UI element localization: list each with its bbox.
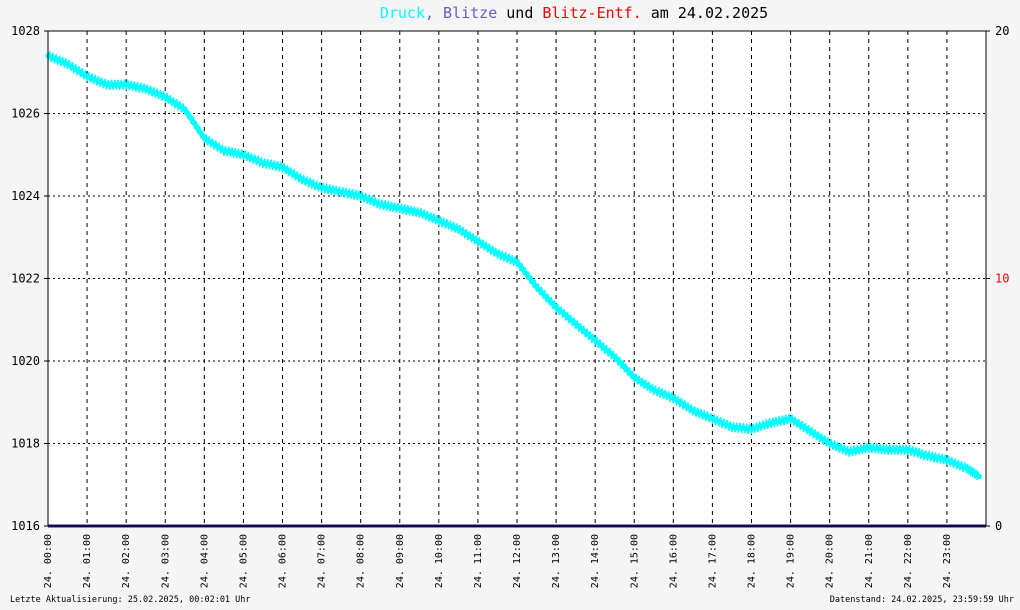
x-tick-label: 24. 05:00 (238, 534, 249, 588)
title-date: 24.02.2025 (678, 4, 768, 22)
title-am: am (651, 4, 669, 22)
y-left-tick-label: 1024 (11, 189, 40, 203)
series-noise-druck (47, 51, 980, 481)
x-tick-label: 24. 02:00 (121, 534, 132, 588)
y-right-tick-label: 10 (995, 272, 1009, 286)
x-tick-label: 24. 00:00 (43, 534, 54, 588)
x-tick-label: 24. 07:00 (317, 534, 328, 588)
y-left-tick-label: 1026 (11, 107, 40, 121)
title-und: und (506, 4, 533, 22)
footer-right: Datenstand: 24.02.2025, 23:59:59 Uhr (830, 595, 1014, 605)
x-tick-label: 24. 03:00 (160, 534, 171, 588)
x-tick-label: 24. 09:00 (395, 534, 406, 588)
y-left-tick-label: 1016 (11, 519, 40, 533)
x-tick-label: 24. 06:00 (278, 534, 289, 588)
x-tick-label: 24. 20:00 (825, 534, 836, 588)
y-right-tick-label: 20 (995, 24, 1009, 38)
x-tick-label: 24. 01:00 (82, 534, 93, 588)
x-tick-label: 24. 08:00 (356, 534, 367, 588)
y-right-tick-label: 0 (995, 519, 1002, 533)
x-tick-label: 24. 18:00 (747, 534, 758, 588)
x-tick-label: 24. 10:00 (434, 534, 445, 588)
axes (44, 30, 990, 527)
x-tick-label: 24. 16:00 (668, 534, 679, 588)
x-tick-label: 24. 19:00 (786, 534, 797, 588)
x-tick-label: 24. 11:00 (473, 534, 484, 588)
y-left-tick-label: 1018 (11, 437, 40, 451)
x-tick-label: 24. 04:00 (199, 534, 210, 588)
title-entf: Blitz-Entf. (542, 4, 641, 22)
chart-title: Druck, Blitze und Blitz-Entf. am 24.02.2… (380, 4, 768, 22)
x-tick-label: 24. 17:00 (707, 534, 718, 588)
y-left-tick-label: 1028 (11, 24, 40, 38)
x-tick-label: 24. 12:00 (512, 534, 523, 588)
plot-frame (47, 30, 987, 527)
x-tick-label: 24. 15:00 (629, 534, 640, 588)
x-tick-label: 24. 21:00 (864, 534, 875, 588)
footer-left: Letzte Aktualisierung: 25.02.2025, 00:02… (10, 595, 251, 605)
x-tick-label: 24. 23:00 (942, 534, 953, 588)
title-comma: , (425, 4, 434, 22)
y-left-tick-label: 1022 (11, 272, 40, 286)
x-tick-label: 24. 14:00 (590, 534, 601, 588)
title-druck: Druck (380, 4, 425, 22)
grid-lines (48, 31, 986, 526)
x-tick-label: 24. 13:00 (551, 534, 562, 588)
tick-labels: 24. 00:00 24. 01:00 24. 02:00 24. 03:00 24. … (11, 24, 1009, 588)
title-blitze: Blitze (443, 4, 497, 22)
x-tick-label: 24. 22:00 (903, 534, 914, 588)
y-left-tick-label: 1020 (11, 354, 40, 368)
